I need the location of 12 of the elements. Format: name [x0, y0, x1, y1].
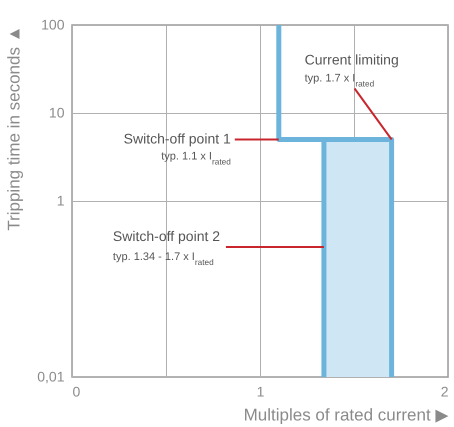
annotation: Switch-off point 1 typ. 1.1 x I$_{rated}$ [124, 130, 232, 166]
y-tick-label: 0,01 [37, 368, 65, 384]
y-tick-label: 1 [56, 192, 65, 208]
x-tick-label: 0 [72, 384, 80, 400]
annotation: Current limiting typ. 1.7 x I$_{rated}$ [304, 51, 399, 88]
y-tick-label: 100 [41, 16, 65, 32]
x-axis-title: Multiples of rated current ▶ [244, 406, 450, 424]
y-tick-label: 10 [48, 104, 65, 120]
y-axis-title: Tripping time in seconds ▲ [4, 26, 24, 231]
annotation: Switch-off point 2 typ. 1.34 - 1.7 x I$_{rated}$ [112, 228, 220, 267]
x-tick-label: 2 [440, 384, 449, 400]
x-tick-label: 1 [256, 384, 265, 400]
